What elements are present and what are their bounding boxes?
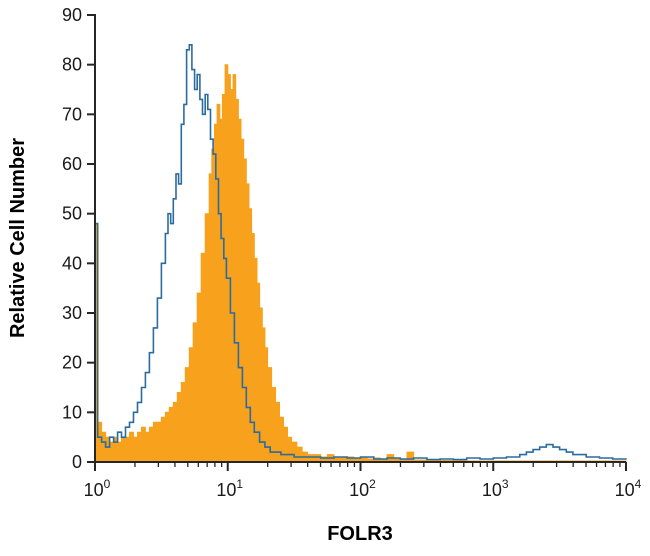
series-stained-filled: [94, 64, 627, 463]
y-axis-label: Relative Cell Number: [7, 138, 29, 338]
y-tick-label: 10: [62, 402, 82, 422]
x-axis-label: FOLR3: [327, 523, 393, 545]
y-tick-label: 70: [62, 104, 82, 124]
y-tick-label: 20: [62, 353, 82, 373]
x-tick-label: 104: [615, 477, 642, 500]
x-tick-label: 100: [84, 477, 111, 500]
x-tick-label: 101: [216, 477, 243, 500]
y-tick-label: 90: [62, 5, 82, 25]
y-tick-label: 30: [62, 303, 82, 323]
y-tick-label: 80: [62, 55, 82, 75]
series-control-open-line: [94, 44, 627, 462]
y-tick-label: 0: [72, 452, 82, 472]
x-tick-label: 103: [482, 477, 509, 500]
y-tick-label: 50: [62, 204, 82, 224]
y-tick-label: 60: [62, 154, 82, 174]
x-tick-label: 102: [349, 477, 376, 500]
y-tick-label: 40: [62, 253, 82, 273]
